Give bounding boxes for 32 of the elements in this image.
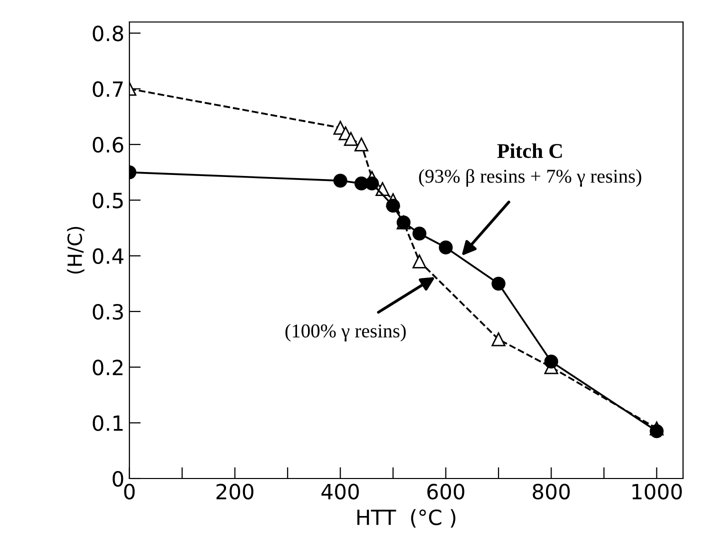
y-tick-label: 0.2 xyxy=(92,360,122,376)
point xyxy=(354,138,368,152)
annotation: (100% γ resins) xyxy=(285,324,406,342)
point xyxy=(412,226,426,240)
point xyxy=(544,354,558,369)
y-axis-title: (H/C) xyxy=(67,226,84,274)
y-tick-label: 0.7 xyxy=(92,81,123,98)
x-tick-label: 1000 xyxy=(632,484,682,500)
point xyxy=(650,424,664,438)
x-axis-title: HTT (°C ) xyxy=(357,509,456,528)
point xyxy=(333,174,348,188)
x-tick-label: 400 xyxy=(321,484,359,500)
x-tick-label: 800 xyxy=(532,484,570,500)
x-tick-label: 600 xyxy=(427,484,464,500)
point xyxy=(344,132,358,146)
y-tick-label: 0.4 xyxy=(92,248,124,264)
point xyxy=(492,332,506,346)
x-tick-label: 200 xyxy=(216,484,254,500)
y-tick-label: 0.1 xyxy=(92,415,123,432)
x-tick-label: 0 xyxy=(124,484,135,500)
point xyxy=(492,276,506,291)
y-tick-label: 0.5 xyxy=(92,192,123,208)
y-tick-label: 0.3 xyxy=(92,304,123,320)
point xyxy=(438,240,453,254)
point xyxy=(365,176,379,190)
y-tick-label: 0 xyxy=(112,470,124,487)
annotation: Pitch C xyxy=(497,143,562,158)
y-tick-label: 0.8 xyxy=(92,26,124,42)
point xyxy=(386,198,400,213)
point xyxy=(412,254,426,268)
annotation: (93% β resins + 7% γ resins) xyxy=(419,168,642,187)
y-tick-label: 0.6 xyxy=(92,136,124,153)
